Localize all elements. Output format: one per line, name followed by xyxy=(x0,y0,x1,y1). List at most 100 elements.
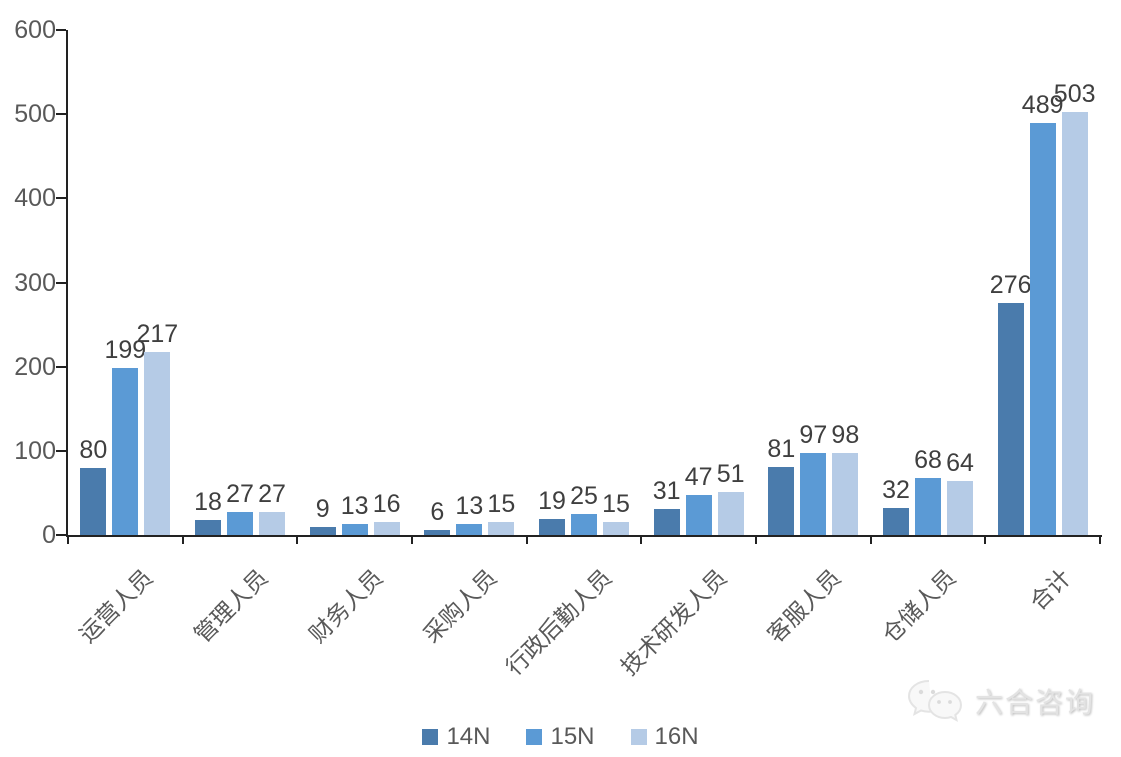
bar-value-label: 16 xyxy=(372,490,401,518)
bar-slot: 81 xyxy=(767,433,796,535)
category-group: 31 47 51 xyxy=(641,30,756,535)
bar-value-label: 27 xyxy=(226,480,254,508)
category-label: 仓储人员 xyxy=(877,564,961,648)
category-label: 财务人员 xyxy=(303,564,388,648)
legend-item-14N: 14N xyxy=(422,723,490,751)
y-axis-tick xyxy=(56,449,66,452)
category-label: 行政后勤人员 xyxy=(500,564,617,681)
legend-item-16N: 16N xyxy=(630,723,699,751)
bar-15N xyxy=(800,453,827,535)
bar-value-label: 13 xyxy=(340,492,369,520)
bar-value-label: 15 xyxy=(602,490,630,518)
bar-slot: 51 xyxy=(716,458,745,535)
bar-value-label: 6 xyxy=(430,498,445,526)
bar-15N xyxy=(341,524,368,535)
bar-14N xyxy=(194,520,221,535)
category-label: 技术研发人员 xyxy=(615,564,732,681)
x-axis-tick xyxy=(525,535,528,544)
bar-14N xyxy=(80,468,107,535)
y-axis-tick xyxy=(56,534,66,536)
legend-swatch xyxy=(526,729,543,745)
y-tick-label: 100 xyxy=(14,436,56,465)
bar-value-label: 27 xyxy=(258,480,286,508)
legend: 14N 15N 16N xyxy=(0,723,1121,751)
bar-slot: 15 xyxy=(602,488,630,535)
bar-slot: 32 xyxy=(882,474,910,535)
bar-value-label: 97 xyxy=(799,421,828,449)
bar-15N xyxy=(914,478,941,535)
bar-value-label: 199 xyxy=(104,336,147,364)
bar-15N xyxy=(1029,123,1056,535)
bar-15N xyxy=(112,368,139,535)
bar-slot: 31 xyxy=(653,475,681,535)
x-axis-tick xyxy=(67,535,69,544)
bar-value-label: 80 xyxy=(79,436,108,464)
bar-16N xyxy=(602,522,629,535)
category-group: 19 25 15 xyxy=(527,30,642,535)
bar-slot: 80 xyxy=(79,434,108,535)
bar-16N xyxy=(258,512,285,535)
bar-value-label: 81 xyxy=(767,435,796,463)
bar-15N xyxy=(685,495,712,535)
watermark-text: 六合咨询 xyxy=(974,687,1095,718)
bar-value-label: 25 xyxy=(570,482,598,510)
bar-16N xyxy=(144,352,171,535)
bar-value-label: 503 xyxy=(1053,80,1096,108)
bar-15N xyxy=(456,524,483,535)
bar-16N xyxy=(946,481,973,535)
legend-label: 15N xyxy=(550,723,595,750)
category-group: 18 27 27 xyxy=(183,30,298,535)
bar-slot: 276 xyxy=(990,269,1032,535)
x-axis-tick xyxy=(755,535,757,544)
category-label: 客服人员 xyxy=(762,564,846,648)
wechat-icon xyxy=(907,680,962,722)
bar-14N xyxy=(309,527,336,535)
bar-14N xyxy=(538,519,565,535)
bar-14N xyxy=(768,467,795,535)
bar-slot: 6 xyxy=(424,496,451,535)
bar-value-label: 13 xyxy=(455,492,484,520)
bar-value-label: 51 xyxy=(716,460,745,488)
x-axis-tick xyxy=(869,535,872,544)
x-axis-tick xyxy=(296,535,299,544)
category-label: 合计 xyxy=(1024,564,1076,616)
bar-value-label: 217 xyxy=(136,320,179,348)
bar-slot: 13 xyxy=(340,490,369,535)
bar-slot: 98 xyxy=(831,419,859,535)
bar-slot: 503 xyxy=(1054,78,1096,535)
x-axis-tick xyxy=(1099,535,1101,544)
bar-slot: 13 xyxy=(455,490,484,535)
bar-slot: 16 xyxy=(372,488,401,535)
legend-label: 16N xyxy=(654,723,699,750)
bar-slot: 68 xyxy=(914,444,942,535)
bar-16N xyxy=(1061,112,1088,535)
y-axis-tick xyxy=(56,197,66,200)
y-axis-tick xyxy=(56,113,66,116)
bar-14N xyxy=(997,303,1024,535)
bar-slot: 199 xyxy=(104,334,146,535)
category-label: 管理人员 xyxy=(189,564,273,648)
category-label: 运营人员 xyxy=(74,564,158,648)
bar-value-label: 19 xyxy=(538,487,566,515)
bar-slot: 64 xyxy=(946,447,974,535)
bar-slot: 25 xyxy=(570,480,598,535)
y-tick-label: 500 xyxy=(14,100,56,129)
y-axis-tick xyxy=(56,365,66,368)
bar-slot: 217 xyxy=(136,318,178,535)
y-tick-label: 300 xyxy=(14,268,56,297)
bar-slot: 9 xyxy=(309,493,336,535)
bar-slot: 27 xyxy=(226,478,254,535)
y-axis-tick xyxy=(56,281,66,284)
x-axis-tick xyxy=(640,535,643,544)
category-group: 276 489 503 xyxy=(985,30,1100,535)
bar-slot: 27 xyxy=(258,478,286,535)
y-tick-label: 0 xyxy=(42,521,56,549)
bar-value-label: 47 xyxy=(684,463,713,491)
category-group: 81 97 98 xyxy=(756,30,871,535)
legend-label: 14N xyxy=(446,723,491,750)
category-group: 6 13 15 xyxy=(412,30,527,535)
bar-15N xyxy=(226,512,253,535)
y-tick-label: 600 xyxy=(14,16,56,44)
bar-slot: 47 xyxy=(684,461,713,535)
